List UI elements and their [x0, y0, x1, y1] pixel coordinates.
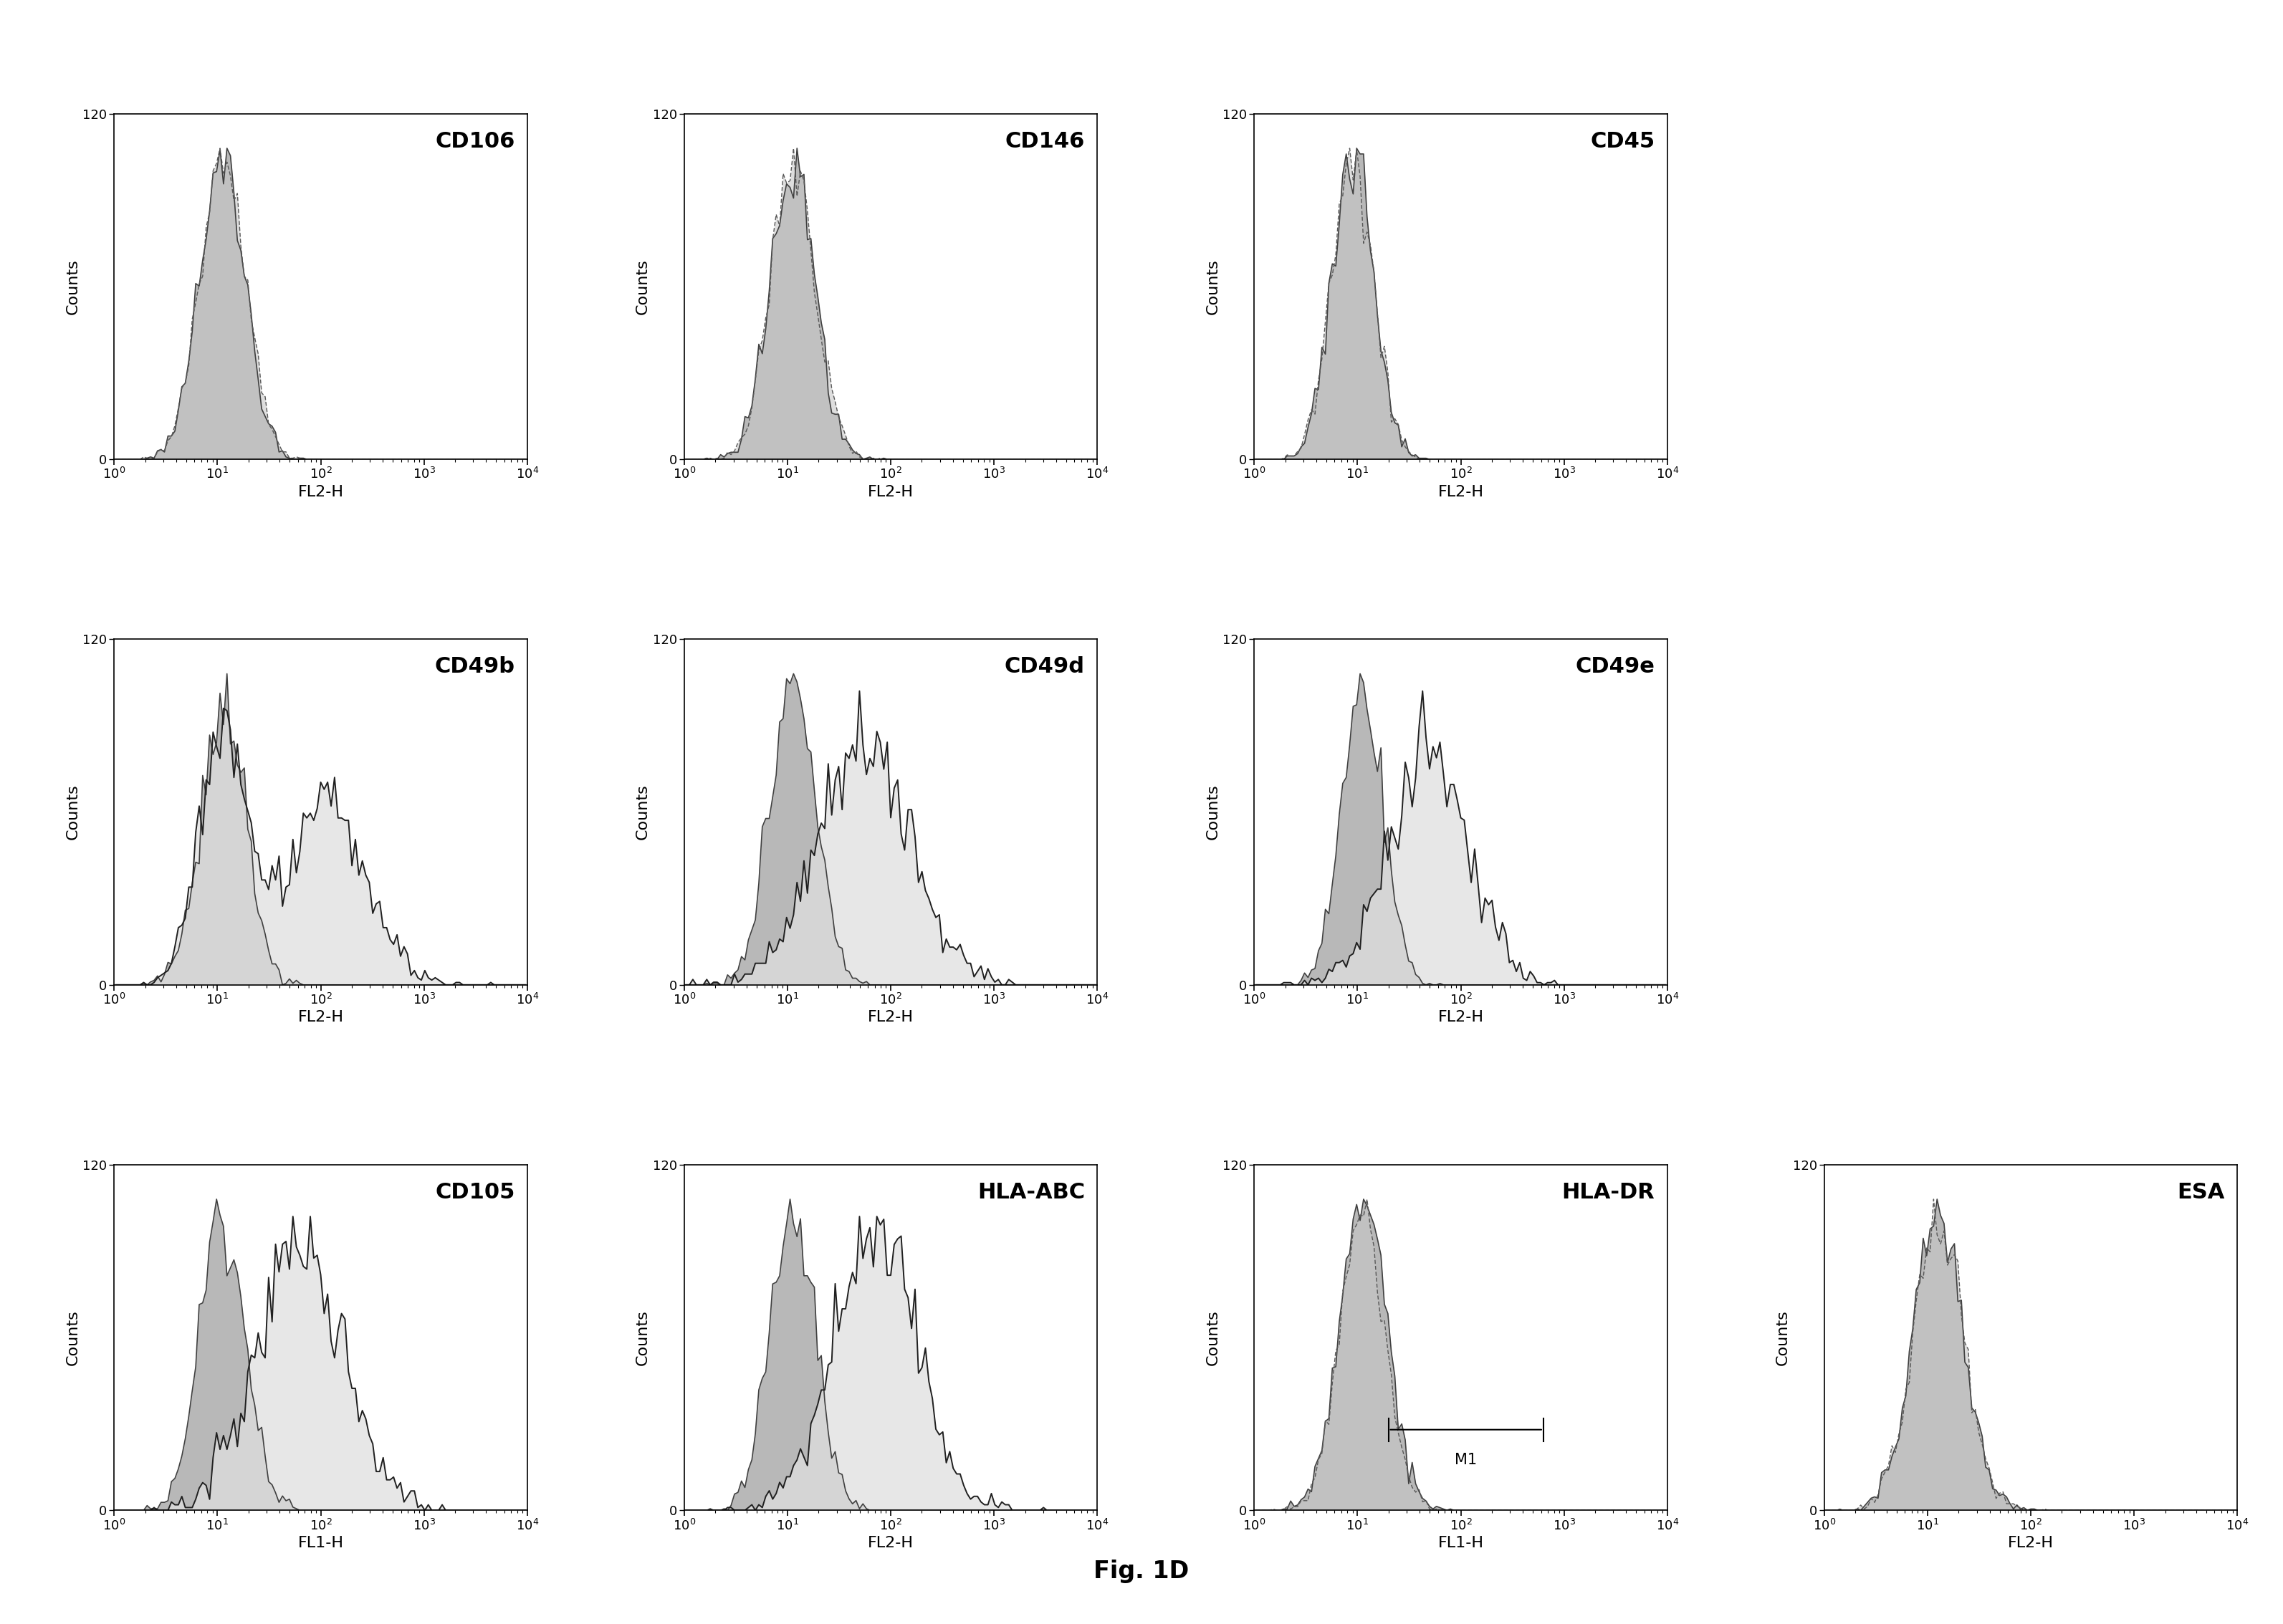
- X-axis label: FL1-H: FL1-H: [297, 1536, 345, 1549]
- X-axis label: FL2-H: FL2-H: [1438, 1010, 1484, 1025]
- X-axis label: FL1-H: FL1-H: [1438, 1536, 1484, 1549]
- Text: CD49e: CD49e: [1575, 656, 1655, 677]
- X-axis label: FL2-H: FL2-H: [868, 1536, 913, 1549]
- Text: CD146: CD146: [1005, 132, 1084, 151]
- Text: ESA: ESA: [2178, 1182, 2226, 1203]
- Y-axis label: Counts: Counts: [1205, 258, 1219, 315]
- Text: CD106: CD106: [436, 132, 516, 151]
- Y-axis label: Counts: Counts: [1205, 784, 1219, 840]
- Y-axis label: Counts: Counts: [1776, 1309, 1790, 1366]
- Text: CD45: CD45: [1591, 132, 1655, 151]
- X-axis label: FL2-H: FL2-H: [1438, 484, 1484, 499]
- Text: CD105: CD105: [436, 1182, 516, 1203]
- Text: M1: M1: [1454, 1453, 1477, 1466]
- X-axis label: FL2-H: FL2-H: [868, 484, 913, 499]
- X-axis label: FL2-H: FL2-H: [2007, 1536, 2055, 1549]
- Text: CD49d: CD49d: [1005, 656, 1084, 677]
- Y-axis label: Counts: Counts: [635, 1309, 651, 1366]
- X-axis label: FL2-H: FL2-H: [868, 1010, 913, 1025]
- Text: CD49b: CD49b: [434, 656, 516, 677]
- Text: HLA-DR: HLA-DR: [1562, 1182, 1655, 1203]
- Text: HLA-ABC: HLA-ABC: [977, 1182, 1084, 1203]
- Y-axis label: Counts: Counts: [635, 258, 651, 315]
- Y-axis label: Counts: Counts: [66, 784, 80, 840]
- X-axis label: FL2-H: FL2-H: [297, 1010, 345, 1025]
- Y-axis label: Counts: Counts: [635, 784, 651, 840]
- Y-axis label: Counts: Counts: [66, 258, 80, 315]
- Y-axis label: Counts: Counts: [1205, 1309, 1219, 1366]
- Text: Fig. 1D: Fig. 1D: [1094, 1559, 1189, 1583]
- Y-axis label: Counts: Counts: [66, 1309, 80, 1366]
- X-axis label: FL2-H: FL2-H: [297, 484, 345, 499]
